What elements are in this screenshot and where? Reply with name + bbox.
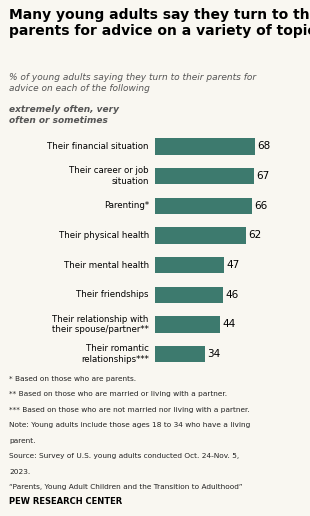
Text: % of young adults saying they turn to their parents for
advice on each of the fo: % of young adults saying they turn to th… bbox=[9, 73, 256, 93]
Bar bbox=[155, 316, 220, 333]
Text: extremely often, very
often or sometimes: extremely often, very often or sometimes bbox=[9, 105, 119, 125]
Text: 67: 67 bbox=[256, 171, 269, 181]
Text: “Parents, Young Adult Children and the Transition to Adulthood”: “Parents, Young Adult Children and the T… bbox=[9, 484, 243, 490]
Text: 47: 47 bbox=[226, 260, 240, 270]
Text: 62: 62 bbox=[249, 231, 262, 240]
Text: Parenting*: Parenting* bbox=[104, 201, 149, 210]
Text: * Based on those who are parents.: * Based on those who are parents. bbox=[9, 376, 136, 382]
Text: PEW RESEARCH CENTER: PEW RESEARCH CENTER bbox=[9, 497, 122, 506]
Text: ** Based on those who are married or living with a partner.: ** Based on those who are married or liv… bbox=[9, 391, 228, 397]
Bar bbox=[155, 168, 254, 184]
Text: Source: Survey of U.S. young adults conducted Oct. 24-Nov. 5,: Source: Survey of U.S. young adults cond… bbox=[9, 453, 239, 459]
Text: Their financial situation: Their financial situation bbox=[47, 142, 149, 151]
Text: Many young adults say they turn to their
parents for advice on a variety of topi: Many young adults say they turn to their… bbox=[9, 8, 310, 39]
Text: *** Based on those who are not married nor living with a partner.: *** Based on those who are not married n… bbox=[9, 407, 250, 413]
Text: 2023.: 2023. bbox=[9, 469, 31, 475]
Bar bbox=[155, 346, 205, 362]
Bar bbox=[155, 286, 223, 303]
Text: 46: 46 bbox=[225, 290, 238, 300]
Text: Their relationship with
their spouse/partner**: Their relationship with their spouse/par… bbox=[52, 315, 149, 334]
Text: Their career or job
situation: Their career or job situation bbox=[69, 166, 149, 186]
Text: 66: 66 bbox=[255, 201, 268, 211]
Text: Their romantic
relationships***: Their romantic relationships*** bbox=[81, 344, 149, 364]
Text: 34: 34 bbox=[207, 349, 220, 359]
Bar bbox=[155, 138, 255, 155]
Text: Their physical health: Their physical health bbox=[59, 231, 149, 240]
Text: 44: 44 bbox=[222, 319, 235, 329]
Text: 68: 68 bbox=[257, 141, 271, 151]
Text: Their mental health: Their mental health bbox=[64, 261, 149, 269]
Text: parent.: parent. bbox=[9, 438, 36, 444]
Bar bbox=[155, 257, 224, 273]
Text: Note: Young adults include those ages 18 to 34 who have a living: Note: Young adults include those ages 18… bbox=[9, 422, 250, 428]
Bar bbox=[155, 198, 252, 214]
Text: Their friendships: Their friendships bbox=[76, 291, 149, 299]
Bar bbox=[155, 227, 246, 244]
